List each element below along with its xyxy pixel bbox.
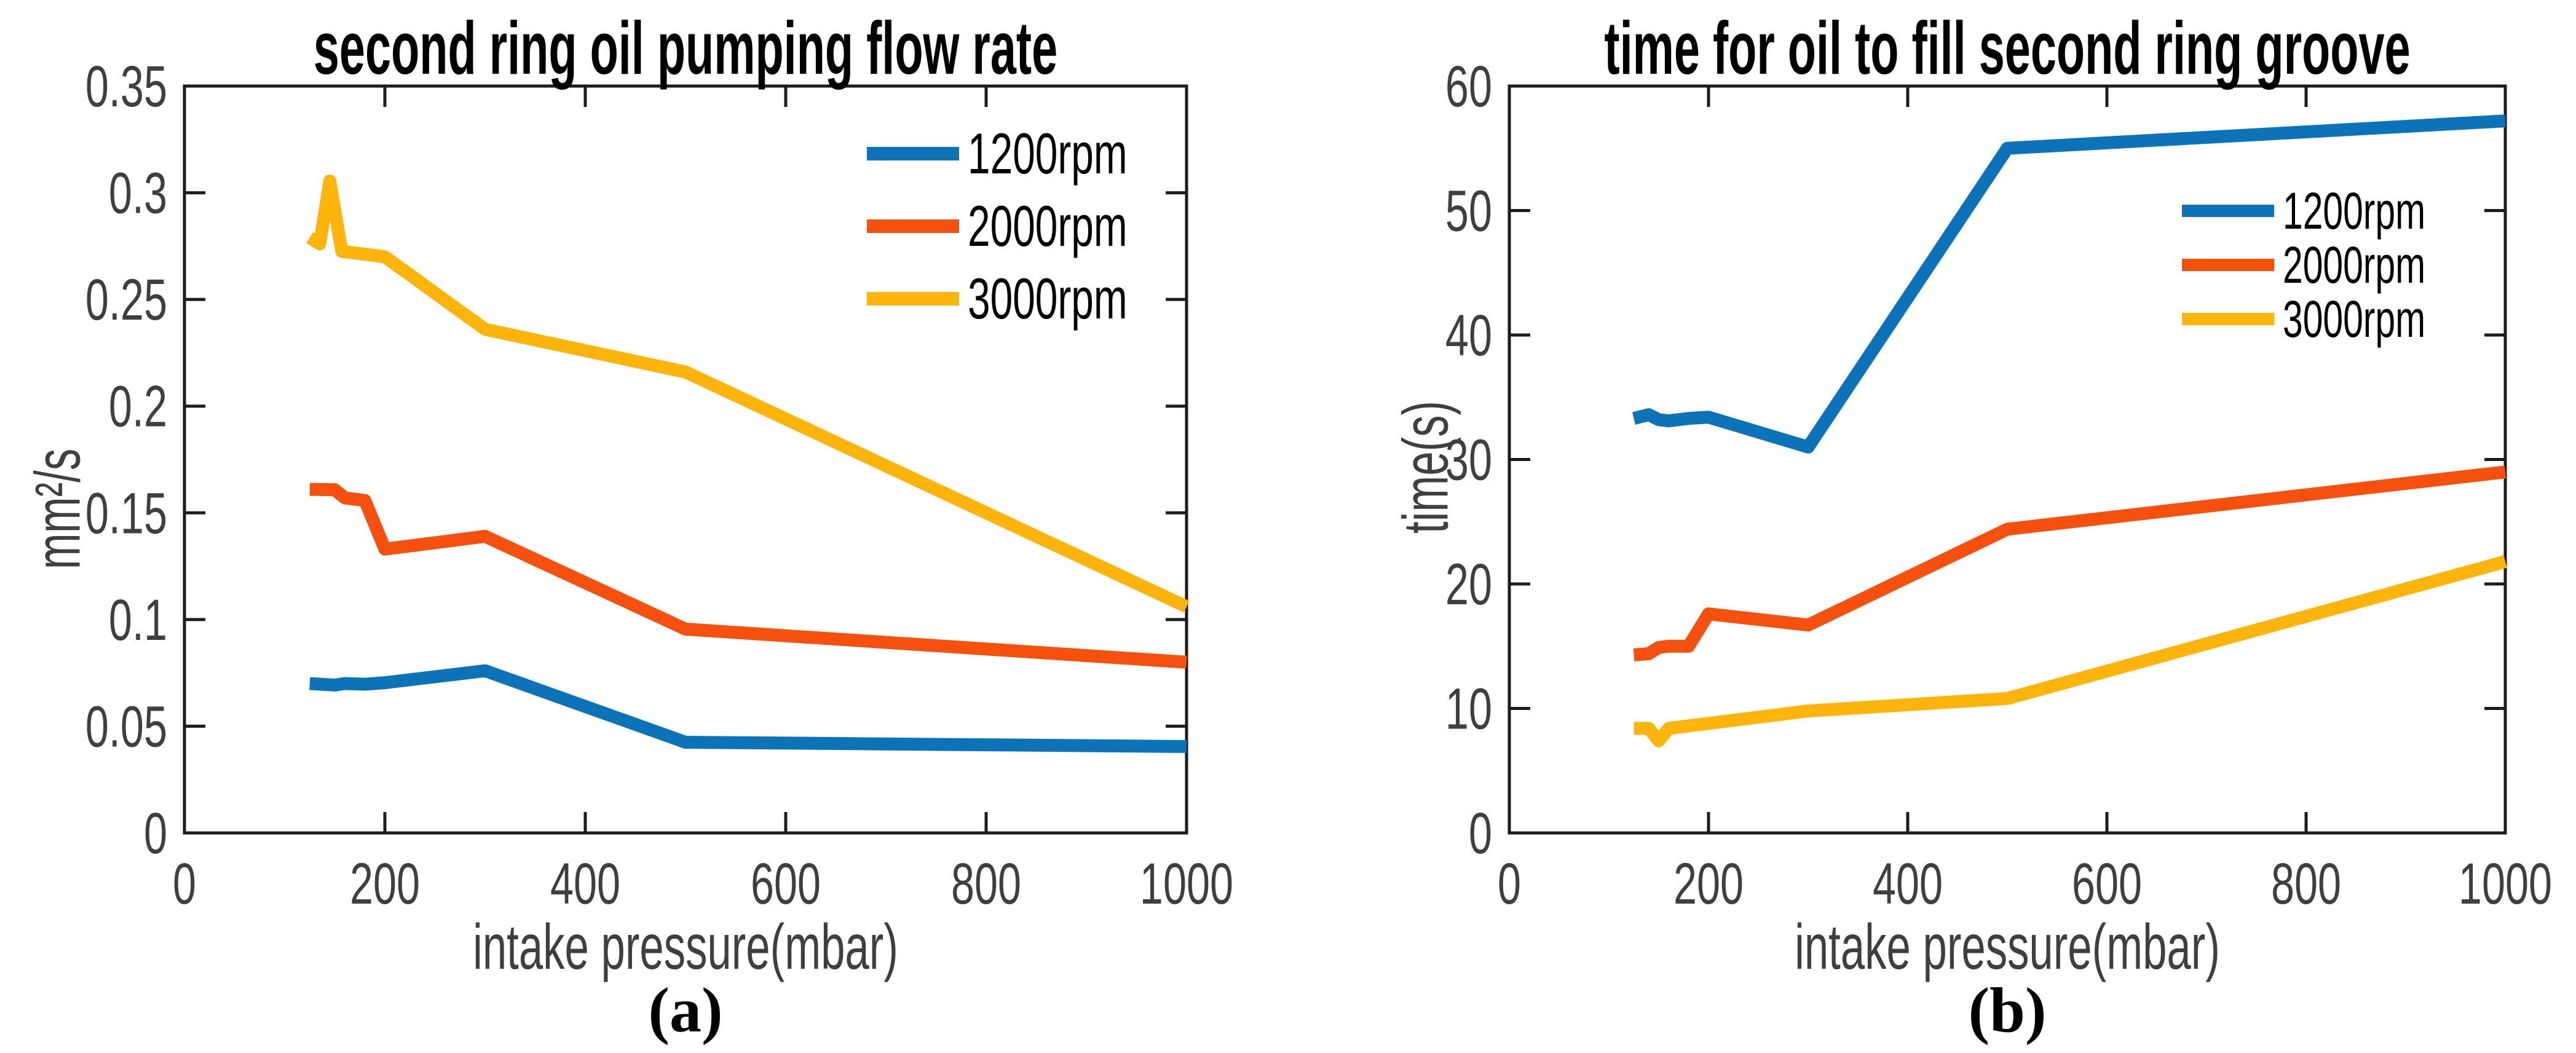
svg-text:400: 400 [1873, 851, 1943, 917]
svg-text:60: 60 [1445, 53, 1492, 119]
chart-a-y-axis-label: mm²/s [22, 448, 94, 570]
svg-text:40: 40 [1445, 302, 1492, 368]
chart-a-caption: (a) [648, 975, 723, 1046]
legend-swatch-1200rpm [867, 147, 959, 160]
svg-text:0: 0 [1498, 851, 1521, 917]
svg-text:0.05: 0.05 [85, 693, 167, 759]
svg-text:200: 200 [350, 851, 420, 917]
svg-text:1000: 1000 [1140, 851, 1233, 917]
chart-a-x-axis-label: intake pressure(mbar) [473, 912, 898, 983]
svg-text:600: 600 [751, 851, 821, 917]
svg-text:0.35: 0.35 [85, 53, 167, 119]
chart-b-caption: (b) [1968, 975, 2047, 1046]
svg-text:600: 600 [2072, 851, 2142, 917]
legend-swatch-3000rpm [867, 292, 959, 306]
svg-text:50: 50 [1445, 178, 1492, 243]
svg-text:200: 200 [1673, 851, 1744, 917]
legend-label-3000rpm: 3000rpm [2283, 290, 2426, 348]
legend-swatch-2000rpm [867, 219, 959, 233]
svg-text:0.25: 0.25 [85, 267, 167, 333]
chart-a-title: second ring oil pumping flow rate [313, 6, 1058, 90]
svg-text:20: 20 [1445, 551, 1492, 617]
chart-a-legend: 1200rpm 2000rpm 3000rpm [867, 117, 1196, 335]
svg-text:0.1: 0.1 [109, 587, 167, 653]
chart-b-title: time for oil to fill second ring groove [1604, 6, 2411, 90]
svg-text:400: 400 [550, 851, 620, 917]
legend-item-2000rpm: 2000rpm [867, 190, 1196, 262]
legend-label-1200rpm: 1200rpm [2283, 181, 2426, 240]
svg-text:0.2: 0.2 [109, 374, 167, 440]
legend-item-3000rpm: 3000rpm [867, 262, 1196, 335]
legend-item-3000rpm: 3000rpm [2182, 290, 2487, 348]
legend-label-1200rpm: 1200rpm [968, 121, 1128, 186]
svg-text:800: 800 [951, 851, 1021, 917]
chart-b-y-axis-label: time(s) [1390, 400, 1462, 534]
legend-swatch-3000rpm [2182, 313, 2274, 325]
svg-text:10: 10 [1445, 676, 1492, 741]
svg-text:0: 0 [1469, 800, 1492, 866]
legend-item-1200rpm: 1200rpm [2182, 181, 2487, 240]
legend-label-3000rpm: 3000rpm [968, 266, 1128, 331]
legend-label-2000rpm: 2000rpm [2283, 235, 2426, 294]
svg-text:30: 30 [1445, 427, 1492, 492]
legend-swatch-1200rpm [2182, 205, 2274, 217]
svg-text:800: 800 [2271, 851, 2341, 917]
svg-text:0.3: 0.3 [109, 160, 167, 226]
svg-text:0: 0 [144, 800, 167, 866]
chart-b-x-axis-label: intake pressure(mbar) [1795, 912, 2220, 983]
legend-label-2000rpm: 2000rpm [968, 194, 1128, 258]
legend-item-2000rpm: 2000rpm [2182, 235, 2487, 294]
legend-item-1200rpm: 1200rpm [867, 117, 1196, 190]
legend-swatch-2000rpm [2182, 259, 2274, 271]
svg-text:1000: 1000 [2459, 851, 2552, 917]
svg-text:0.15: 0.15 [85, 480, 167, 546]
svg-text:0: 0 [173, 851, 196, 917]
chart-b-legend: 1200rpm 2000rpm 3000rpm [2182, 181, 2487, 348]
